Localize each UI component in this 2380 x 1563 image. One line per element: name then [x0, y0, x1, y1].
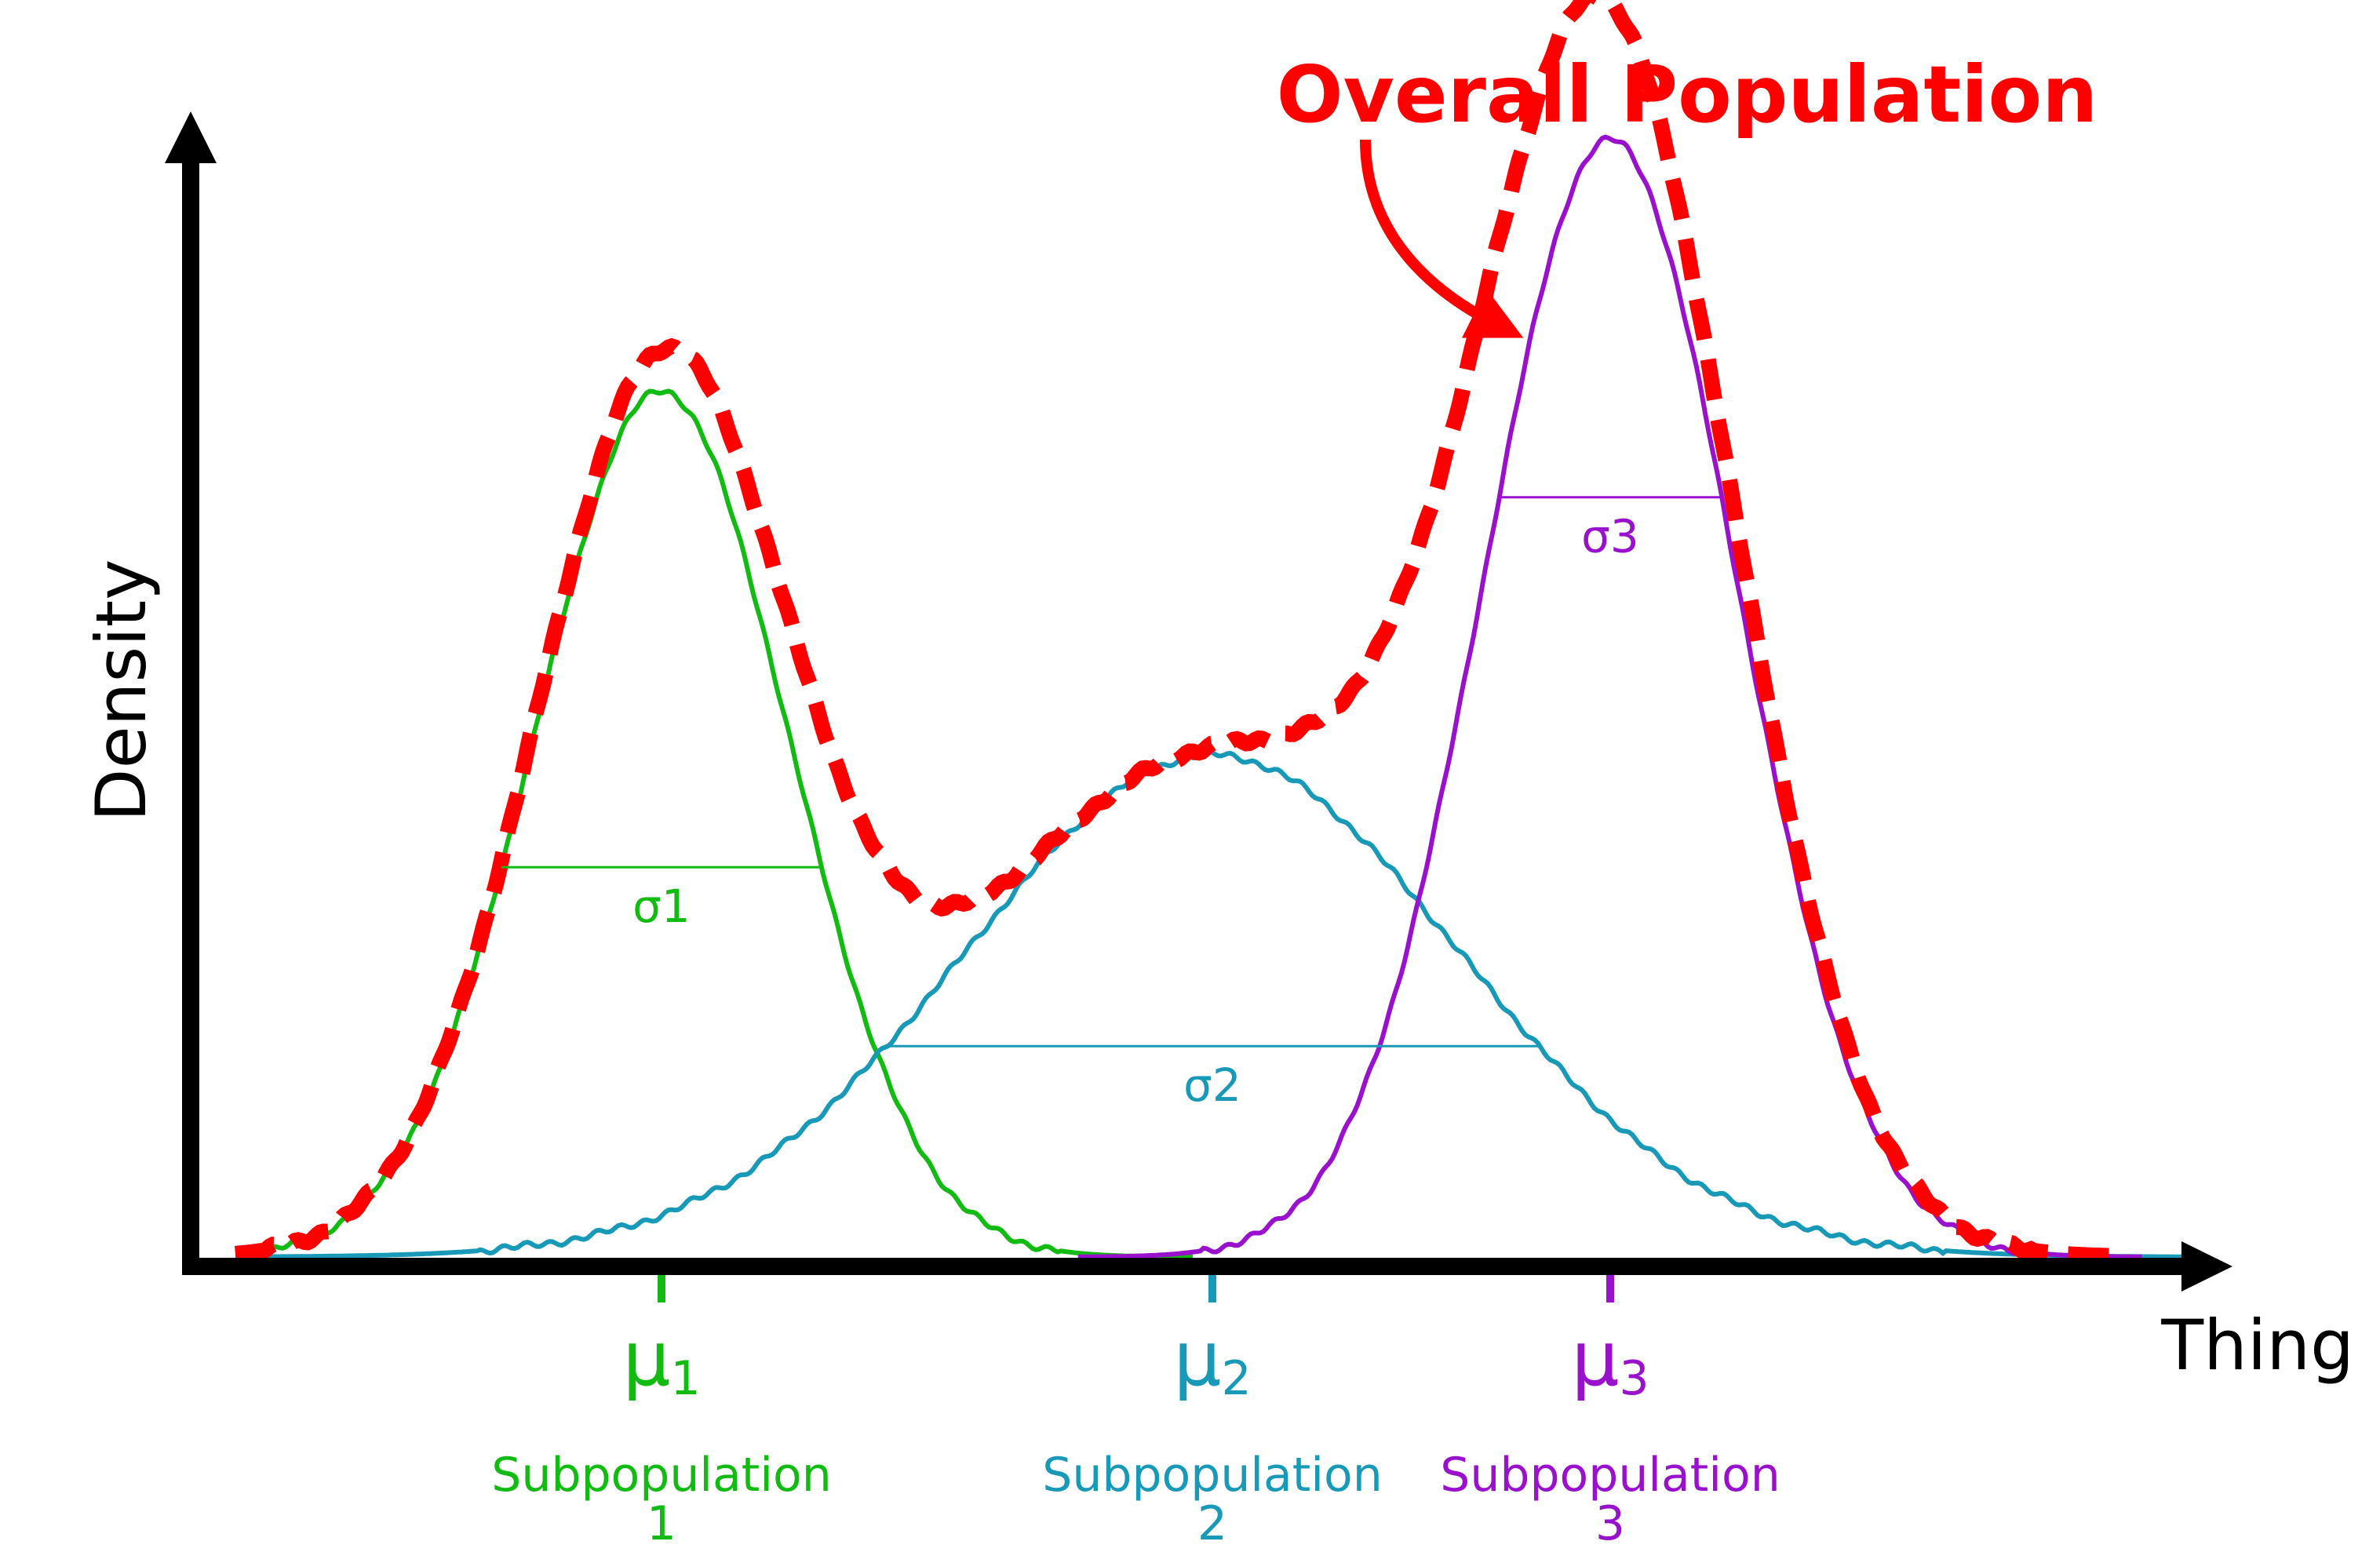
subpopulation-1-number: 1	[647, 1496, 676, 1551]
subpopulation-2-curve	[235, 748, 2181, 1259]
subpopulation-1-curve	[235, 388, 1193, 1259]
mean-2-label: μ2	[1173, 1315, 1251, 1406]
mean-1-label: μ1	[622, 1315, 700, 1406]
subpopulation-3-label: Subpopulation	[1440, 1448, 1780, 1503]
overall-population-label: Overall Population	[1277, 49, 2098, 140]
y-axis-arrowhead	[165, 111, 217, 163]
subpopulation-3-number: 3	[1595, 1496, 1625, 1551]
sigma-2-label: σ2	[1183, 1058, 1241, 1112]
x-axis-label: Thing	[2160, 1305, 2354, 1386]
y-axis-label: Density	[81, 559, 162, 822]
sigma-3-label: σ3	[1581, 510, 1639, 563]
callout-arrow	[1360, 139, 1524, 338]
mean-3-label: μ3	[1571, 1315, 1649, 1406]
sigma-layer: σ1 σ2 σ3	[501, 496, 1722, 1112]
overall-population-curve	[235, 0, 2119, 1264]
subpopulation-2-label: Subpopulation	[1042, 1448, 1382, 1503]
curves-layer	[235, 0, 2181, 1264]
means-layer: μ1Subpopulation1μ2Subpopulation2μ3Subpop…	[491, 1275, 1780, 1551]
subpopulation-1-label: Subpopulation	[491, 1448, 831, 1503]
subpopulation-2-number: 2	[1197, 1496, 1227, 1551]
x-axis-arrowhead	[2181, 1241, 2232, 1292]
sigma-1-label: σ1	[632, 880, 691, 933]
